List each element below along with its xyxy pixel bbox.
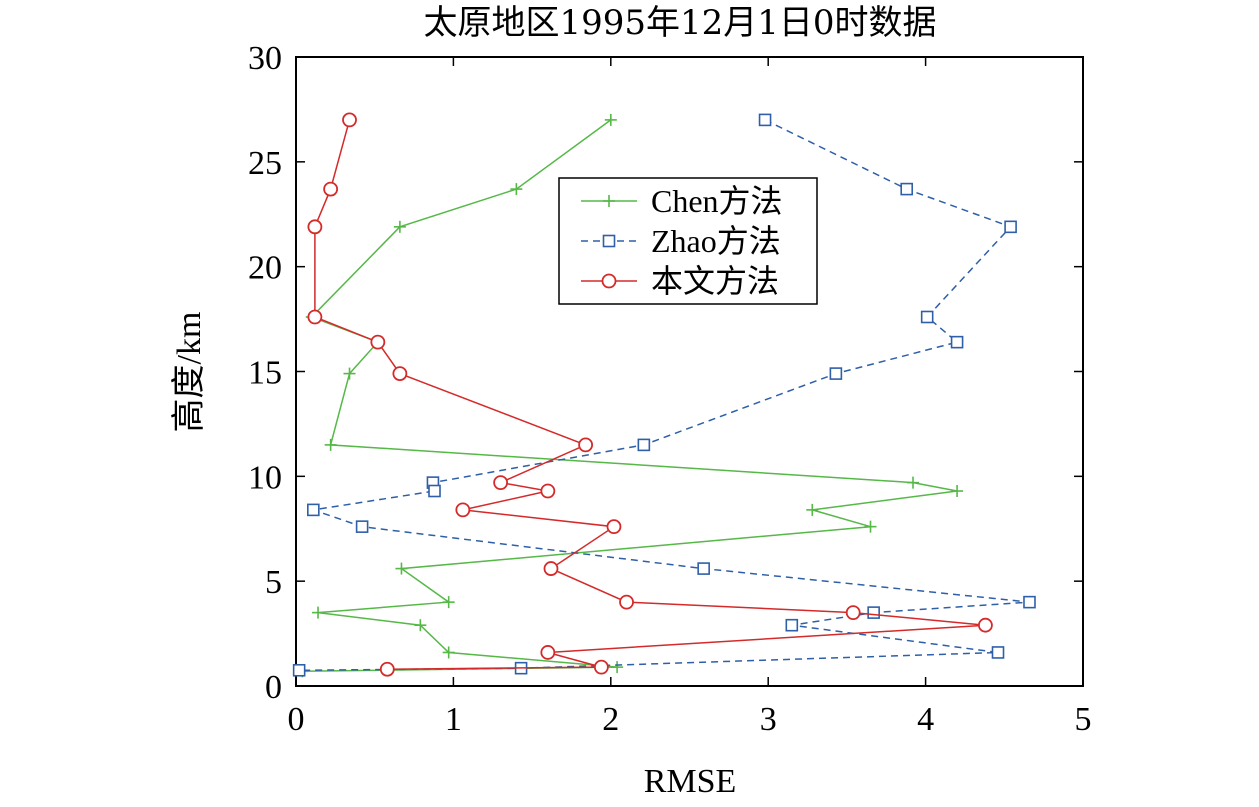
plot-frame: [295, 56, 1084, 687]
data-point: [510, 183, 523, 196]
x-tick-label: 2: [602, 701, 619, 738]
data-point: [920, 310, 934, 324]
data-point: [845, 605, 861, 621]
series-layer: [292, 112, 1036, 678]
legend-label: 本文方法: [651, 263, 779, 299]
data-point: [907, 476, 920, 489]
y-tick-label: 0: [265, 669, 282, 706]
data-point: [455, 502, 471, 518]
x-tick-label: 1: [445, 701, 462, 738]
y-tick-label: 10: [248, 459, 282, 496]
x-tick-label: 3: [760, 701, 777, 738]
y-tick-label: 25: [248, 145, 282, 182]
data-point: [307, 503, 320, 517]
data-point: [611, 661, 624, 674]
data-point: [978, 617, 993, 633]
data-point: [593, 659, 609, 675]
data-point: [292, 663, 306, 677]
data-point: [370, 334, 386, 350]
data-point: [323, 181, 339, 197]
data-point: [393, 220, 406, 233]
x-tick-label: 5: [1075, 701, 1092, 738]
data-point: [395, 562, 408, 575]
legend-entry: Zhao方法: [581, 223, 781, 259]
data-point: [379, 661, 395, 677]
data-point: [414, 619, 427, 632]
data-point: [392, 366, 408, 381]
y-tick-label: 20: [248, 250, 282, 287]
data-point: [606, 519, 622, 535]
data-point: [342, 112, 357, 128]
data-point: [307, 219, 323, 235]
data-point: [951, 485, 964, 498]
data-point: [442, 646, 455, 659]
data-point: [697, 562, 710, 575]
y-tick-label: 15: [248, 355, 282, 392]
data-point: [1023, 595, 1036, 609]
y-tick-label: 30: [248, 40, 282, 77]
data-point: [428, 484, 441, 498]
x-tick-label: 0: [288, 701, 305, 738]
data-point: [829, 367, 843, 380]
legend-label: Chen方法: [651, 183, 783, 219]
series-line: [314, 119, 986, 670]
legend-marker: [603, 195, 615, 207]
legend-entry: Chen方法: [581, 183, 783, 219]
data-point: [307, 309, 323, 325]
data-point: [619, 594, 634, 610]
series-3: [307, 112, 993, 677]
data-point: [806, 503, 819, 516]
chart-title: 太原地区1995年12月1日0时数据: [423, 3, 936, 43]
data-point: [324, 438, 337, 451]
legend-entry: 本文方法: [581, 263, 779, 299]
axes: 0 1 2 3 4 5 0 5 10 15 20 25 30: [248, 40, 1092, 738]
data-point: [637, 438, 651, 452]
data-point: [442, 596, 455, 609]
data-point: [991, 646, 1005, 659]
data-point: [540, 483, 556, 499]
data-point: [355, 520, 369, 533]
data-point: [343, 367, 356, 380]
data-point: [604, 113, 617, 126]
y-axis-label: 高度/km: [170, 312, 208, 433]
data-point: [950, 335, 964, 349]
legend-marker: [602, 234, 616, 248]
y-tick-label: 5: [265, 564, 282, 601]
data-point: [493, 475, 509, 491]
data-point: [900, 182, 914, 196]
series-line: [299, 119, 1030, 672]
series-line: [302, 119, 958, 673]
data-point: [540, 645, 556, 660]
legend-label: Zhao方法: [651, 223, 781, 259]
data-point: [785, 618, 799, 632]
data-point: [758, 113, 772, 127]
legend-marker: [601, 273, 617, 289]
data-point: [864, 520, 877, 533]
data-point: [867, 606, 880, 619]
data-point: [578, 437, 594, 453]
data-point: [1004, 220, 1017, 234]
series-1: [296, 113, 964, 678]
data-point: [543, 561, 559, 576]
data-point: [312, 606, 325, 619]
x-axis-label: RMSE: [644, 763, 737, 800]
x-tick-label: 4: [917, 701, 934, 738]
